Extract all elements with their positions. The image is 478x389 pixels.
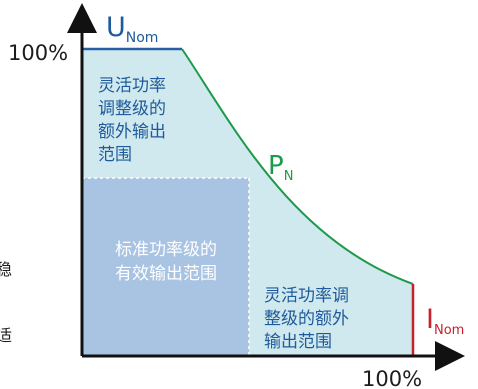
standard-region-line-1: 标准功率级的 xyxy=(115,240,217,260)
left-edge-fragment-bottom: 适 xyxy=(0,326,12,345)
lower-right-region-line-3: 输出范围 xyxy=(264,332,332,352)
upper-left-region-line-1: 灵活功率 xyxy=(98,76,166,96)
p-n-sub: N xyxy=(284,169,294,184)
u-nom-label: UNom xyxy=(106,12,158,46)
i-nom-label: INom xyxy=(426,304,464,338)
standard-region-line-2: 有效输出范围 xyxy=(115,264,217,284)
i-nom-main: I xyxy=(426,304,434,335)
i-nom-sub: Nom xyxy=(434,323,464,338)
power-limit-curve xyxy=(181,48,414,285)
standard-range-region xyxy=(82,178,249,356)
p-n-main: P xyxy=(268,151,284,181)
upper-left-region-line-2: 调整级的 xyxy=(98,99,166,119)
lower-right-region-line-1: 灵活功率调 xyxy=(264,286,349,306)
left-edge-fragment-top: 稳 xyxy=(0,260,12,279)
y-axis-max-label: 100% xyxy=(8,41,68,65)
lower-right-region-line-2: 整级的额外 xyxy=(264,309,349,329)
upper-left-region-line-4: 范围 xyxy=(98,145,132,165)
p-n-label: PN xyxy=(268,151,293,184)
x-axis-max-label: 100% xyxy=(362,367,422,389)
upper-left-region-line-3: 额外输出 xyxy=(98,122,166,142)
u-nom-sub: Nom xyxy=(126,30,159,46)
u-nom-main: U xyxy=(106,12,126,43)
